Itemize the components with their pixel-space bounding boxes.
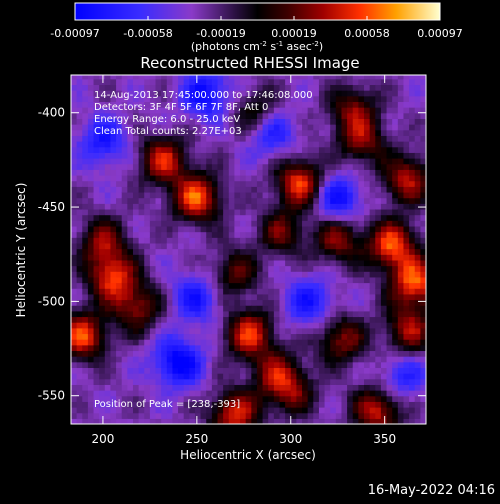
footer-timestamp: 16-May-2022 04:16 — [368, 483, 495, 498]
x-tick-label: 200 — [91, 432, 114, 446]
y-tick-label: -500 — [38, 294, 65, 308]
colorbar-tick-label: 0.00097 — [417, 27, 463, 40]
y-axis-label: Heliocentric Y (arcsec) — [14, 183, 28, 318]
y-tick-label: -400 — [38, 106, 65, 120]
annotation-line: Clean Total counts: 2.27E+03 — [94, 126, 242, 137]
chart-title: Reconstructed RHESSI Image — [140, 54, 359, 72]
colorbar-tick-label: 0.00019 — [271, 27, 317, 40]
colorbar-tick-label: -0.00097 — [50, 27, 99, 40]
x-tick-label: 300 — [279, 432, 302, 446]
annotation-line: 14-Aug-2013 17:45:00.000 to 17:46:08.000 — [94, 90, 313, 101]
colorbar-tick-label: -0.00019 — [196, 27, 245, 40]
y-tick-label: -450 — [38, 200, 65, 214]
peak-position-label: Position of Peak = [238,-393] — [94, 399, 240, 410]
x-tick-label: 250 — [185, 432, 208, 446]
x-tick-label: 350 — [373, 432, 396, 446]
colorbar-unit-label: (photons cm-2 s-1 asec-2) — [191, 40, 323, 53]
colorbar-tick-label: -0.00058 — [123, 27, 172, 40]
colorbar — [74, 2, 441, 21]
y-tick-label: -550 — [38, 389, 65, 403]
heatmap-image — [71, 75, 426, 424]
colorbar-tick-label: 0.00058 — [344, 27, 390, 40]
annotation-line: Energy Range: 6.0 - 25.0 keV — [94, 114, 240, 125]
plot-frame — [70, 74, 427, 425]
x-axis-label: Heliocentric X (arcsec) — [180, 448, 316, 462]
annotation-line: Detectors: 3F 4F 5F 6F 7F 8F, Att 0 — [94, 102, 268, 113]
